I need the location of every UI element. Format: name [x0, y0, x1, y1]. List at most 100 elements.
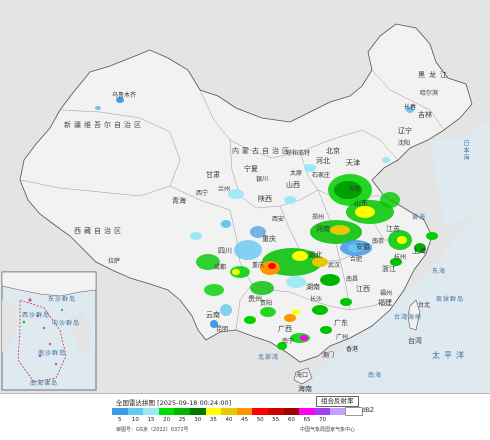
pacific-sea	[300, 200, 490, 393]
legend-swatch	[143, 408, 159, 415]
label-hebei: 河北	[316, 157, 330, 165]
label-city-nanchang: 南昌	[346, 276, 359, 283]
legend-tick-label: 15	[147, 417, 155, 423]
legend-product: 组合反射率	[316, 396, 359, 407]
label-guangdong: 广东	[334, 319, 348, 327]
legend-swatch	[330, 408, 346, 415]
label-shanghai: 上海	[412, 247, 426, 255]
legend-swatch	[205, 408, 222, 415]
label-shaanxi: 陕西	[258, 195, 272, 203]
legend-swatch	[158, 408, 175, 415]
label-sichuan: 四川	[218, 247, 232, 255]
label-city-kunming: 昆明	[216, 326, 229, 333]
label-guangxi: 广西	[278, 325, 292, 333]
legend-swatch	[283, 408, 300, 415]
label-city-guangzhou: 广州	[336, 334, 349, 341]
label-sea-beibu-gulf: 北部湾	[258, 354, 280, 361]
legend-swatch	[189, 408, 206, 415]
taiwan-island	[407, 299, 421, 331]
radar-map: 新疆维吾尔自治区 西藏自治区 内蒙古自治区 黑龙江 吉林 辽宁 河北 山西 陕西…	[0, 0, 490, 393]
label-city-changsha: 长沙	[310, 296, 323, 303]
label-city-taiyuan: 太原	[290, 170, 303, 177]
east-sea-north	[430, 120, 490, 230]
legend-panel: 全国雷达拼图 [2025-09-18 00:24:00] 组合反射率 dBZ 5…	[0, 393, 490, 440]
label-sea-ryukyu: 琉球群岛	[436, 296, 465, 303]
label-henan: 河南	[316, 225, 330, 233]
legend-tick-label: 65	[303, 417, 311, 423]
legend-tick-label: 25	[178, 417, 186, 423]
label-jiangxi: 江西	[356, 285, 370, 293]
label-city-urumqi: 乌鲁木齐	[112, 92, 137, 99]
legend-swatch	[236, 408, 253, 415]
data-source: 中国气象局国家气象中心	[300, 427, 356, 433]
legend-swatch	[252, 408, 268, 415]
legend-tick-label: 20	[163, 417, 171, 423]
legend-tick-label: 10	[131, 417, 139, 423]
label-city-taipei: 台北	[418, 302, 431, 309]
label-hainan: 海南	[298, 385, 312, 393]
label-anhui: 安徽	[356, 243, 370, 251]
label-city-yinchuan: 银川	[256, 176, 269, 183]
label-sea-pacific: 太平洋	[432, 351, 468, 360]
label-sea-zhongsha: 中沙群岛	[52, 320, 81, 327]
label-hunan: 湖南	[306, 283, 320, 291]
label-neimenggu: 内蒙古自治区	[232, 147, 292, 155]
legend-swatch	[299, 408, 315, 415]
label-city-haikou: 海口	[296, 372, 309, 379]
label-xinjiang: 新疆维吾尔自治区	[64, 121, 144, 129]
legend-ticks: 5 10 15 20 25 30 35 40 45 50 55 60 65 70	[112, 417, 376, 425]
hainan-island	[293, 367, 313, 385]
label-qinghai: 青海	[172, 197, 186, 205]
label-city-xian: 西安	[272, 216, 285, 223]
label-sea-xisha: 西沙群岛	[22, 312, 51, 319]
label-city-shenyang: 沈阳	[398, 140, 411, 147]
label-city-hangzhou: 杭州	[394, 254, 407, 261]
label-city-hohhot: 呼和浩特	[286, 150, 311, 157]
label-sea-yellow: 黄海	[412, 214, 427, 221]
legend-tick-label: 5	[118, 417, 122, 423]
label-sea-nansha: 南沙群岛	[38, 350, 67, 357]
label-jilin: 吉林	[418, 111, 432, 119]
label-shanxi: 山西	[286, 181, 300, 189]
legend-swatch	[174, 408, 190, 415]
label-zhejiang: 浙江	[382, 265, 396, 273]
label-gansu: 甘肃	[206, 171, 220, 179]
label-city-jinan: 济南	[348, 186, 361, 193]
label-city-zhengzhou: 郑州	[312, 214, 325, 221]
label-taiwan: 台湾	[408, 337, 422, 345]
legend-swatch	[127, 408, 144, 415]
legend-swatch	[344, 407, 363, 416]
label-shandong: 山东	[354, 199, 368, 207]
label-jiangsu: 江苏	[386, 225, 400, 233]
legend-swatch	[112, 408, 128, 415]
label-hubei: 湖北	[308, 251, 322, 259]
label-city-harbin: 哈尔滨	[420, 90, 439, 97]
legend-tick-label: 35	[209, 417, 217, 423]
legend-tick-label: 60	[287, 417, 295, 423]
legend-tick-label: 45	[241, 417, 249, 423]
label-guizhou: 贵州	[248, 295, 262, 303]
legend-swatch	[267, 408, 284, 415]
label-city-hefei: 合肥	[350, 256, 363, 263]
label-beijing: 北京	[326, 147, 340, 155]
legend-tick-label: 55	[272, 417, 280, 423]
label-city-macau: 澳门	[322, 352, 335, 359]
label-city-nanjing: 南京	[372, 238, 385, 245]
label-city-chengdu: 成都	[214, 264, 227, 271]
legend-unit: dBZ	[362, 407, 375, 414]
legend-swatch	[221, 408, 237, 415]
label-fujian: 福建	[378, 299, 392, 307]
label-city-shijiazhuang: 石家庄	[312, 172, 331, 179]
label-city-xining: 西宁	[196, 190, 209, 197]
legend-swatch	[314, 408, 331, 415]
label-city-nanning: 南宁	[282, 338, 295, 345]
label-city-changchun: 长春	[404, 104, 417, 111]
label-city-lanzhou: 兰州	[218, 186, 231, 193]
label-city-chongqing: 重庆	[252, 262, 265, 269]
label-sea-south: 南海	[368, 372, 383, 379]
label-city-fuzhou: 福州	[380, 290, 393, 297]
label-chongqing: 重庆	[262, 235, 276, 243]
map-canvas	[0, 0, 490, 393]
label-sea-dongsha: 东沙群岛	[48, 296, 77, 303]
legend-tick-label: 40	[225, 417, 233, 423]
